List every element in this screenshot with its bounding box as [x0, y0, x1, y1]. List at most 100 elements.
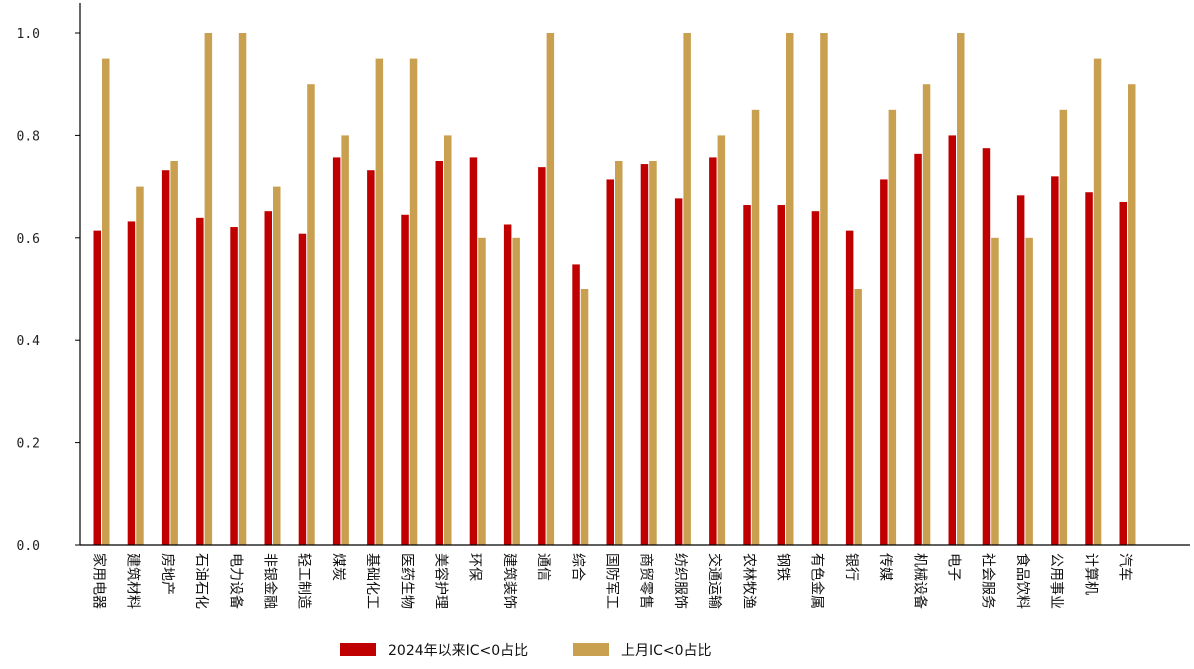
x-tick-label: 银行	[843, 553, 859, 581]
bar-ytd-1	[127, 221, 136, 545]
y-tick-label: 0.4	[17, 334, 41, 349]
bar-ytd-30	[1119, 201, 1127, 545]
bar-ytd-10	[435, 161, 443, 545]
bar-ytd-17	[674, 198, 683, 545]
bar-lastmonth-10	[444, 135, 452, 545]
bar-lastmonth-18	[717, 135, 726, 545]
bar-lastmonth-21	[820, 33, 828, 545]
x-tick-label: 综合	[569, 553, 585, 581]
y-tick-label: 0.8	[17, 129, 40, 144]
x-tick-label: 石油石化	[193, 553, 209, 609]
x-ticks: 家用电器 建筑材料 房地产 石油石化 电力设备 非银金融 轻工制造 煤炭 基础化工 医药生物 美容护…	[91, 553, 1134, 609]
x-tick-label: 美容护理	[433, 553, 450, 609]
x-tick-label: 钢铁	[775, 553, 791, 581]
axes-layer	[79, 3, 1190, 546]
bar-lastmonth-26	[991, 237, 999, 546]
bar-lastmonth-9	[409, 58, 418, 545]
bar-lastmonth-7	[341, 135, 349, 545]
bar-ytd-12	[503, 224, 512, 545]
x-tick-label: 建筑材料	[125, 553, 141, 609]
bar-lastmonth-27	[1025, 237, 1033, 546]
x-tick-label: 计算机	[1082, 553, 1098, 595]
bar-ytd-6	[298, 233, 307, 546]
legend-item-ytd-label: 2024年以来IC<0占比	[388, 643, 528, 659]
bar-lastmonth-23	[888, 109, 897, 546]
bar-ytd-24	[914, 153, 922, 545]
x-tick-label: 建筑装饰	[501, 553, 517, 609]
bar-lastmonth-20	[786, 33, 794, 545]
x-tick-label: 食品饮料	[1014, 553, 1031, 609]
x-tick-label: 国防军工	[604, 553, 620, 609]
bar-lastmonth-24	[922, 84, 931, 545]
bar-ytd-22	[845, 230, 854, 545]
bar-lastmonth-15	[615, 161, 623, 545]
bar-lastmonth-12	[512, 237, 520, 546]
bar-lastmonth-4	[238, 33, 247, 545]
x-tick-label: 非银金融	[262, 553, 278, 609]
bar-ytd-14	[572, 264, 580, 545]
bar-ytd-13	[538, 167, 546, 546]
x-tick-label: 房地产	[159, 553, 175, 595]
y-tick-label: 1.0	[17, 27, 40, 42]
x-tick-label: 机械设备	[911, 553, 928, 609]
bar-ytd-18	[709, 157, 717, 545]
x-tick-label: 有色金属	[809, 553, 826, 609]
bar-lastmonth-25	[957, 33, 965, 545]
legend-item-ytd-swatch	[340, 643, 376, 656]
bar-ytd-11	[469, 157, 478, 545]
legend: 2024年以来IC<0占比 上月IC<0占比	[340, 643, 712, 659]
bar-lastmonth-17	[683, 33, 691, 545]
bar-ytd-23	[880, 179, 888, 545]
bar-ytd-0	[93, 230, 101, 545]
x-tick-label: 纺织服饰	[672, 553, 688, 609]
legend-item-lastmonth-swatch	[573, 643, 609, 656]
x-tick-label: 煤炭	[330, 553, 346, 581]
bar-ytd-19	[743, 205, 751, 546]
x-tick-label: 交通运输	[706, 553, 723, 609]
x-tick-label: 传媒	[877, 553, 893, 581]
x-tick-label: 家用电器	[91, 553, 108, 609]
x-tick-label: 商贸零售	[638, 553, 654, 609]
y-tick-label: 0.0	[17, 539, 40, 554]
bar-ytd-3	[196, 217, 204, 545]
bar-lastmonth-13	[546, 33, 555, 545]
bar-lastmonth-16	[649, 161, 657, 545]
y-tick-label: 0.6	[17, 232, 40, 247]
x-tick-label: 社会服务	[980, 553, 996, 609]
bar-ytd-9	[401, 214, 409, 545]
x-tick-label: 农林牧渔	[740, 553, 756, 609]
x-tick-label: 电力设备	[227, 553, 244, 609]
bar-ytd-27	[1016, 195, 1025, 545]
bar-ytd-4	[230, 227, 238, 545]
bar-ytd-2	[161, 170, 170, 545]
bar-lastmonth-1	[136, 186, 144, 545]
x-tick-label: 轻工制造	[296, 553, 312, 609]
bar-lastmonth-6	[307, 84, 315, 545]
bar-lastmonth-14	[580, 289, 589, 545]
bar-lastmonth-29	[1093, 58, 1102, 545]
bar-lastmonth-5	[273, 186, 281, 545]
y-ticks: 0.0 0.2 0.4 0.6 0.8 1.0	[17, 27, 80, 554]
bar-ytd-20	[777, 205, 785, 546]
bar-ytd-29	[1085, 192, 1093, 545]
y-tick-label: 0.2	[17, 437, 40, 452]
x-tick-label: 基础化工	[364, 553, 381, 609]
x-tick-label: 公用事业	[1048, 553, 1064, 609]
bar-ytd-28	[1051, 176, 1059, 546]
bar-ytd-15	[606, 179, 614, 545]
bar-lastmonth-8	[375, 58, 384, 545]
bars-layer	[93, 33, 1136, 546]
bar-ytd-7	[332, 157, 341, 545]
x-tick-label: 汽车	[1117, 553, 1134, 581]
x-tick-label: 通信	[535, 553, 551, 581]
bar-lastmonth-0	[102, 58, 110, 545]
legend-item-lastmonth-label: 上月IC<0占比	[621, 643, 712, 659]
bar-ytd-26	[982, 148, 991, 545]
bar-lastmonth-3	[204, 33, 213, 545]
x-tick-label: 医药生物	[398, 553, 414, 609]
bar-ytd-5	[264, 211, 272, 545]
bar-lastmonth-19	[751, 109, 760, 546]
bar-lastmonth-11	[478, 237, 486, 546]
x-tick-label: 环保	[467, 553, 483, 581]
